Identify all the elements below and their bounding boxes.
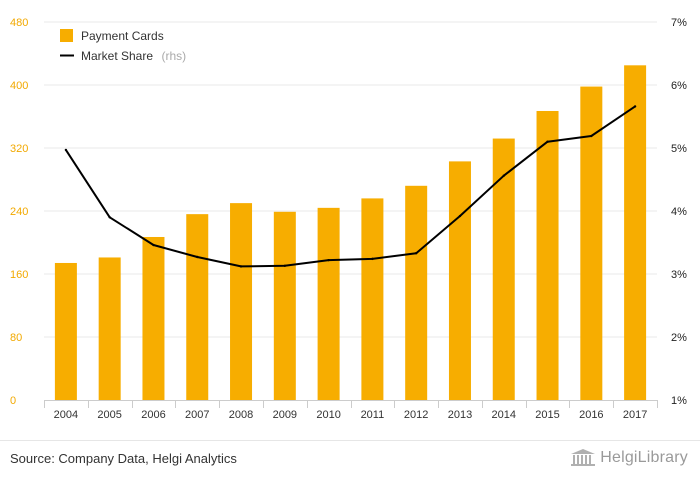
x-tick-2013: 2013 <box>448 409 472 421</box>
bar-2014 <box>492 138 515 401</box>
brand-name: HelgiLibrary <box>600 449 688 466</box>
x-tick-2012: 2012 <box>404 409 428 421</box>
bar-2011 <box>361 198 384 400</box>
bar-2013 <box>448 161 471 400</box>
market-share-point-2008 <box>239 265 243 268</box>
market-share-point-2011 <box>371 257 374 261</box>
y-left-tick-480: 480 <box>10 17 28 29</box>
market-share-line <box>65 105 636 268</box>
market-share-point-2006 <box>152 243 155 247</box>
axes: 0 80 160 240 320 400 480 1% 2% 3% 4% 5% 6% 7% 2004 2005… <box>10 17 687 421</box>
y-right-tick-6pct: 6% <box>671 80 687 92</box>
source-note: Source: Company Data, Helgi Analytics <box>10 451 237 466</box>
x-tick-2010: 2010 <box>316 409 340 421</box>
y-left-tick-400: 400 <box>10 80 28 92</box>
x-tick-2011: 2011 <box>361 409 385 421</box>
market-share-point-2013 <box>458 214 462 218</box>
y-left-tick-80: 80 <box>10 332 22 344</box>
legend: Payment Cards Market Share (rhs) <box>60 29 186 64</box>
bar-2006 <box>142 236 165 400</box>
x-tick-2009: 2009 <box>273 409 297 421</box>
grid-lines <box>44 21 657 338</box>
x-tick-2008: 2008 <box>229 409 253 421</box>
legend-label-market-share: Market Share (rhs) <box>81 47 186 64</box>
x-tick-2014: 2014 <box>492 409 516 421</box>
y-right-tick-3pct: 3% <box>671 269 687 281</box>
y-right-tick-5pct: 5% <box>671 143 687 155</box>
x-tick-2015: 2015 <box>535 409 559 421</box>
bar-2010 <box>317 207 340 400</box>
legend-label-payment-cards: Payment Cards <box>81 29 164 43</box>
x-tick-2006: 2006 <box>141 409 165 421</box>
bar-2007 <box>186 214 209 400</box>
y-left-tick-160: 160 <box>10 269 28 281</box>
x-tick-2005: 2005 <box>97 409 121 421</box>
x-tick-2004: 2004 <box>54 409 78 421</box>
x-tick-2016: 2016 <box>579 409 603 421</box>
bar-series <box>54 65 647 401</box>
market-share-point-2014 <box>502 174 505 177</box>
market-share-point-2007 <box>196 255 199 259</box>
y-left-tick-320: 320 <box>10 143 28 155</box>
bar-2016 <box>580 86 603 400</box>
y-right-tick-4pct: 4% <box>671 206 687 218</box>
brand-logo: HelgiLibrary <box>570 449 688 467</box>
x-tick-2017: 2017 <box>623 409 647 421</box>
bar-2015 <box>536 110 559 401</box>
bar-2012 <box>405 185 428 400</box>
y-left-tick-240: 240 <box>10 206 28 218</box>
market-share-point-2017 <box>633 105 637 108</box>
bar-2004 <box>54 262 77 400</box>
y-right-tick-7pct: 7% <box>671 17 687 29</box>
bar-2008 <box>230 203 253 400</box>
legend-swatch-payment-cards <box>60 29 73 42</box>
bar-2009 <box>273 211 296 400</box>
bar-2017 <box>624 65 647 400</box>
footer-divider <box>0 440 700 441</box>
market-share-point-2016 <box>590 134 593 138</box>
y-right-tick-2pct: 2% <box>671 332 687 344</box>
market-share-point-2009 <box>283 264 287 268</box>
market-share-point-2012 <box>414 252 418 255</box>
y-right-tick-1pct: 1% <box>671 395 687 407</box>
market-share-point-2015 <box>546 140 549 143</box>
line-series <box>64 105 637 268</box>
library-building-icon <box>571 449 596 466</box>
y-left-tick-0: 0 <box>10 395 16 407</box>
bar-2005 <box>98 257 121 400</box>
market-share-point-2004 <box>64 148 68 152</box>
x-tick-2007: 2007 <box>185 409 209 421</box>
market-share-point-2010 <box>327 258 330 262</box>
market-share-point-2005 <box>108 216 111 219</box>
